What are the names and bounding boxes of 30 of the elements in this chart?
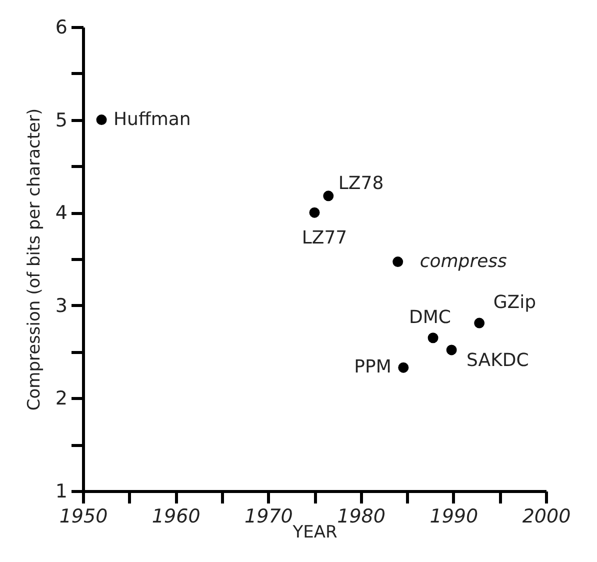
annotation: GZip	[493, 292, 536, 314]
point	[428, 332, 438, 344]
x-tick-label: 1960	[152, 506, 200, 528]
annotation: LZ78	[338, 172, 384, 194]
annotation: LZ77	[302, 228, 348, 249]
point	[474, 318, 485, 328]
y-tick-label: 1	[55, 480, 68, 502]
point	[398, 362, 409, 373]
y-tick-label: 6	[55, 16, 68, 38]
y-axis-title: Compression (of bits per character)	[24, 108, 44, 411]
annotation: DMC	[409, 306, 452, 328]
y-tick-label: 5	[55, 109, 68, 132]
y-tick-label: 3	[55, 294, 68, 317]
point	[309, 207, 320, 218]
annotation: Huffman	[114, 108, 191, 130]
point	[392, 256, 404, 268]
x-tick-label: 1950	[59, 506, 108, 528]
annotation: compress	[420, 250, 507, 272]
point	[446, 344, 457, 356]
annotation: SAKDC	[466, 350, 529, 371]
y-tick-label: 4	[55, 202, 68, 224]
annotation: PPM	[354, 356, 392, 378]
point	[96, 114, 107, 126]
x-tick-label: 1990	[430, 506, 478, 528]
x-tick-label: 2000	[522, 506, 571, 528]
y-tick-label: 2	[55, 388, 68, 410]
x-axis-title: YEAR	[292, 522, 338, 542]
point	[323, 190, 334, 202]
x-tick-label: 1970	[244, 506, 293, 528]
x-tick-label: 1980	[337, 506, 386, 528]
